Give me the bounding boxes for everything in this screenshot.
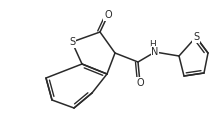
Text: H: H (149, 39, 155, 48)
Text: O: O (136, 78, 144, 88)
Text: S: S (69, 37, 75, 47)
Text: N: N (151, 47, 159, 57)
Text: S: S (193, 32, 199, 42)
Text: O: O (104, 10, 112, 20)
